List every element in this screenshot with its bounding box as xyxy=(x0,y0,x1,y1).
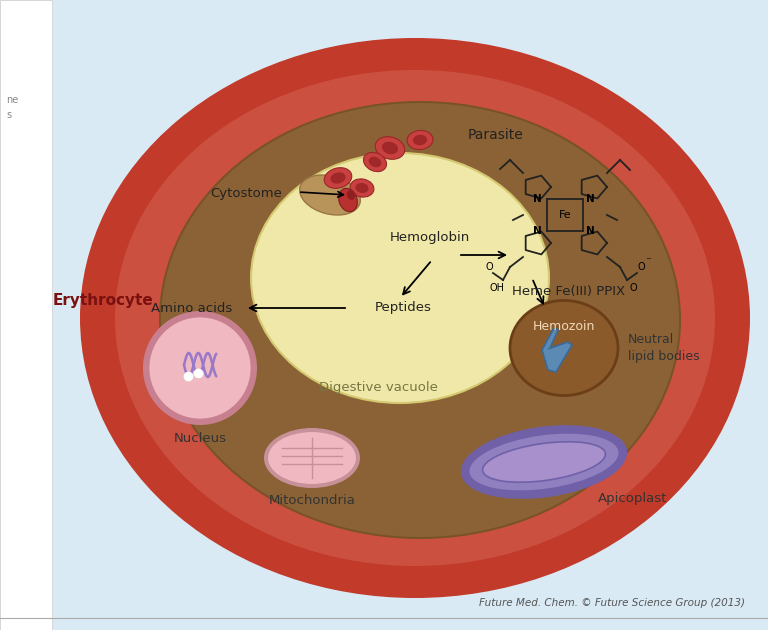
Text: Nucleus: Nucleus xyxy=(174,432,227,445)
Text: Neutral
lipid bodies: Neutral lipid bodies xyxy=(628,333,700,363)
Ellipse shape xyxy=(413,135,427,146)
Text: ne: ne xyxy=(6,95,18,105)
Ellipse shape xyxy=(462,426,627,498)
Ellipse shape xyxy=(148,316,252,420)
Ellipse shape xyxy=(330,173,346,184)
Text: O: O xyxy=(629,283,637,293)
Text: N: N xyxy=(533,226,542,236)
Text: Hemoglobin: Hemoglobin xyxy=(390,231,470,244)
Ellipse shape xyxy=(347,190,355,200)
Ellipse shape xyxy=(468,433,619,491)
Ellipse shape xyxy=(382,142,398,154)
Ellipse shape xyxy=(510,301,618,396)
Ellipse shape xyxy=(376,137,405,159)
Text: Peptides: Peptides xyxy=(375,302,432,314)
Ellipse shape xyxy=(115,70,715,566)
Text: ⁻: ⁻ xyxy=(645,256,650,266)
Text: Cytostome: Cytostome xyxy=(210,186,282,200)
Bar xyxy=(0,0,52,630)
Text: Parasite: Parasite xyxy=(468,128,524,142)
Ellipse shape xyxy=(407,130,433,149)
Ellipse shape xyxy=(339,188,357,212)
Ellipse shape xyxy=(264,428,360,488)
Text: N: N xyxy=(533,194,542,204)
Ellipse shape xyxy=(369,157,382,168)
Ellipse shape xyxy=(143,311,257,425)
Text: Erythrocyte: Erythrocyte xyxy=(53,292,154,307)
Text: Mitochondria: Mitochondria xyxy=(269,494,356,507)
Ellipse shape xyxy=(267,431,357,485)
Text: OH: OH xyxy=(489,283,505,293)
Ellipse shape xyxy=(300,175,360,215)
Ellipse shape xyxy=(350,179,374,197)
Ellipse shape xyxy=(160,102,680,538)
Text: s: s xyxy=(6,110,11,120)
Text: N: N xyxy=(586,226,594,236)
Ellipse shape xyxy=(356,183,369,193)
Ellipse shape xyxy=(80,38,750,598)
Text: Apicoplast: Apicoplast xyxy=(598,492,667,505)
Polygon shape xyxy=(542,328,572,372)
Ellipse shape xyxy=(482,442,605,482)
Text: Amino acids: Amino acids xyxy=(151,302,232,314)
Ellipse shape xyxy=(251,153,549,403)
Text: Future Med. Chem. © Future Science Group (2013): Future Med. Chem. © Future Science Group… xyxy=(479,598,745,608)
Text: Hemozoin: Hemozoin xyxy=(533,319,595,333)
Text: N: N xyxy=(586,194,594,204)
Text: Fe: Fe xyxy=(558,210,571,220)
Ellipse shape xyxy=(324,168,352,188)
Text: Heme Fe(III) PPIX: Heme Fe(III) PPIX xyxy=(512,285,625,298)
Text: O: O xyxy=(485,262,493,272)
Ellipse shape xyxy=(363,152,386,171)
Text: Digestive vacuole: Digestive vacuole xyxy=(319,382,438,394)
Text: O: O xyxy=(638,262,646,272)
